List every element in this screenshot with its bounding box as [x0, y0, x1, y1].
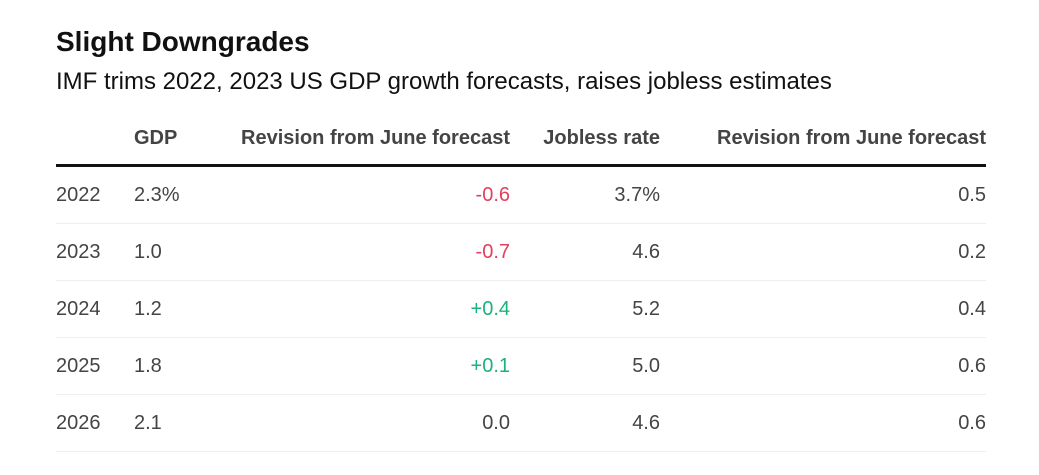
cell-gdp-revision: +0.4 — [214, 280, 510, 338]
cell-year: 2024 — [56, 280, 134, 338]
table-header-row: GDP Revision from June forecast Jobless … — [56, 112, 986, 167]
table-row: 2026 2.1 0.0 4.6 0.6 — [56, 394, 986, 452]
cell-jobless-rate: 4.6 — [510, 394, 660, 452]
header-gdp-revision: Revision from June forecast — [214, 112, 510, 167]
cell-year: 2025 — [56, 337, 134, 395]
cell-year: 2026 — [56, 394, 134, 452]
cell-jobless-revision: 0.5 — [660, 165, 986, 224]
cell-jobless-revision: 0.6 — [660, 337, 986, 395]
forecast-table: GDP Revision from June forecast Jobless … — [56, 112, 986, 452]
cell-jobless-rate: 3.7% — [510, 165, 660, 224]
cell-jobless-rate: 5.2 — [510, 280, 660, 338]
cell-gdp-revision: -0.7 — [214, 223, 510, 281]
cell-jobless-rate: 4.6 — [510, 223, 660, 281]
cell-jobless-revision: 0.4 — [660, 280, 986, 338]
cell-year: 2023 — [56, 223, 134, 281]
cell-jobless-revision: 0.2 — [660, 223, 986, 281]
cell-gdp-revision: -0.6 — [214, 165, 510, 224]
header-jobless-revision: Revision from June forecast — [660, 112, 986, 167]
chart-title: Slight Downgrades — [56, 26, 310, 57]
table-row: 2024 1.2 +0.4 5.2 0.4 — [56, 280, 986, 338]
cell-gdp: 1.2 — [134, 280, 214, 338]
header-gdp: GDP — [134, 112, 214, 167]
cell-gdp-revision: 0.0 — [214, 394, 510, 452]
cell-gdp: 1.0 — [134, 223, 214, 281]
cell-gdp: 2.1 — [134, 394, 214, 452]
cell-year: 2022 — [56, 165, 134, 224]
table-row: 2025 1.8 +0.1 5.0 0.6 — [56, 337, 986, 395]
cell-gdp: 1.8 — [134, 337, 214, 395]
cell-jobless-rate: 5.0 — [510, 337, 660, 395]
table-row: 2023 1.0 -0.7 4.6 0.2 — [56, 223, 986, 281]
header-year — [56, 112, 134, 167]
header-jobless-rate: Jobless rate — [510, 112, 660, 167]
cell-jobless-revision: 0.6 — [660, 394, 986, 452]
chart-subtitle: IMF trims 2022, 2023 US GDP growth forec… — [56, 68, 832, 95]
cell-gdp-revision: +0.1 — [214, 337, 510, 395]
cell-gdp: 2.3% — [134, 165, 214, 224]
table-row: 2022 2.3% -0.6 3.7% 0.5 — [56, 165, 986, 224]
